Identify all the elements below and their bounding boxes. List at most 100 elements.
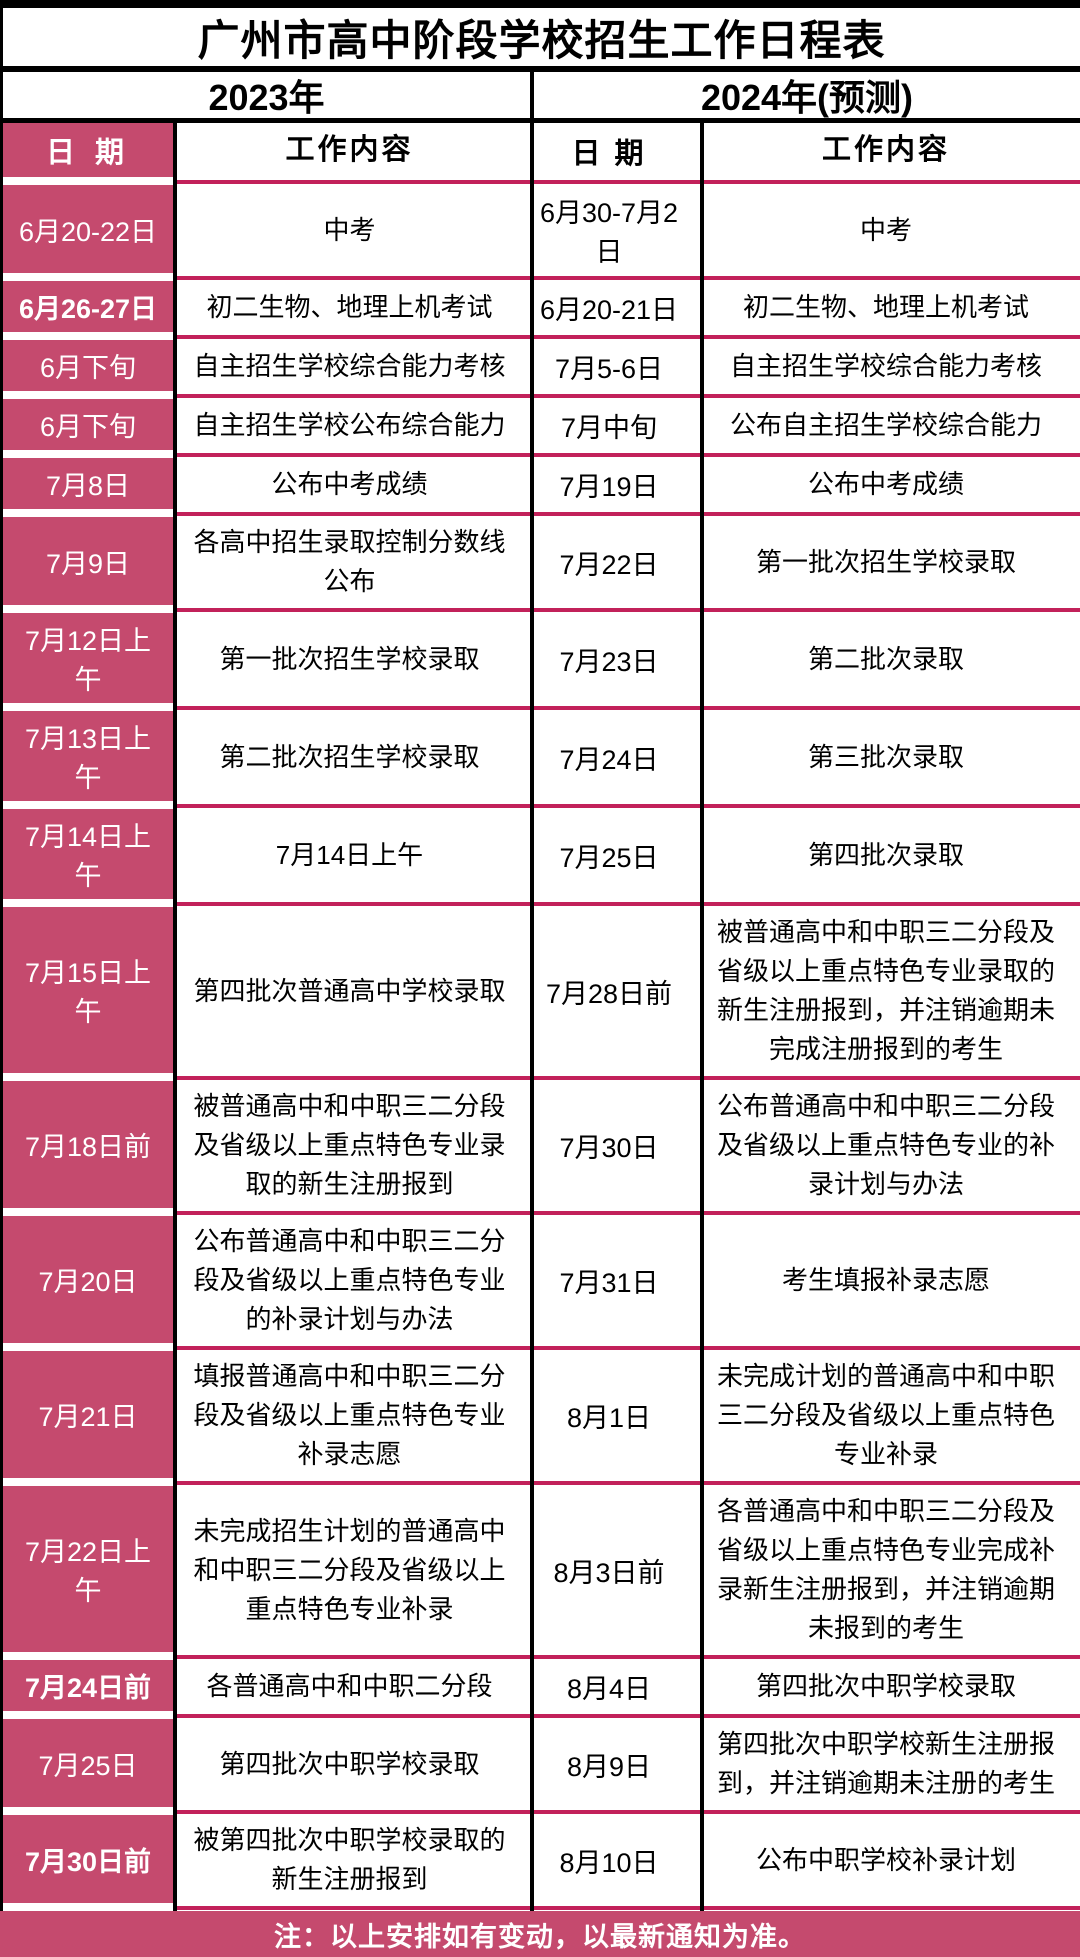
date-2024-cell: 8月9日: [566, 1751, 652, 1782]
work-2024-cell: 第四批次中职学校录取: [755, 1671, 1016, 1701]
date-2023-cell: 7月20日: [3, 1216, 173, 1351]
work-2023-cell: 填报普通高中和中职三二分段及省级以上重点特色专业补录志愿: [193, 1361, 506, 1469]
date-2024-cell: 7月19日: [559, 472, 659, 502]
footer-note-bar: 注：以上安排如有变动，以最新通知为准。: [0, 1911, 1080, 1957]
divider-under-years: [3, 118, 1080, 123]
work-2024-cell: 自主招生学校综合能力考核: [729, 351, 1042, 381]
date-2023-cell: 7月25日: [3, 1719, 173, 1815]
work-2024-cell: 公布自主招生学校综合能力: [729, 410, 1042, 440]
date-2023-cell: 6月26-27日: [3, 281, 173, 340]
work-2024-cell: 第二批次录取: [807, 643, 964, 674]
work-2024-cell: 公布中考成绩: [807, 469, 964, 499]
work-2024-cell: 公布普通高中和中职三二分段及省级以上重点特色专业的补录计划与办法: [716, 1091, 1055, 1199]
date-2024-cell: 7月23日: [559, 646, 659, 677]
year-header-row: 2023年 2024年(预测): [3, 72, 1080, 118]
date-2023-cell: 7月18日前: [3, 1081, 173, 1216]
top-black-bar: [3, 0, 1080, 8]
year-2023-header: 2023年: [3, 72, 530, 118]
date-2023-cell: 7月8日: [3, 458, 173, 517]
table-row: 7月25日 第四批次中职学校录取 8月9日 第四批次中职学校新生注册报到，并注销…: [3, 1719, 1080, 1815]
work-2023-cell: 被第四批次中职学校录取的新生注册报到: [193, 1825, 506, 1894]
date-2024-cell: 8月4日: [566, 1674, 652, 1704]
work-2023-cell: 公布中考成绩: [271, 469, 428, 499]
work-2023-cell: 第四批次中职学校录取: [219, 1748, 480, 1779]
work-2023-cell: 各高中招生录取控制分数线公布: [193, 527, 506, 596]
year-2024-header: 2024年(预测): [534, 72, 1080, 118]
work-2024-cell: 第四批次录取: [807, 839, 964, 870]
divider-under-title: [3, 66, 1080, 72]
date-2024-cell: 6月20-21日: [539, 295, 679, 325]
table-row: 7月8日 公布中考成绩 7月19日 公布中考成绩: [3, 458, 1080, 517]
work-2023-cell: 第二批次招生学校录取: [219, 741, 480, 772]
date-2024-cell: 7月5-6日: [554, 354, 664, 384]
column-divider-1: [173, 123, 177, 1911]
work-2024-cell: 被普通高中和中职三二分段及省级以上重点特色专业录取的新生注册报到，并注销逾期未完…: [716, 917, 1055, 1064]
date-2023-cell: 7月9日: [3, 517, 173, 613]
work-2024-cell: 第一批次招生学校录取: [755, 546, 1016, 577]
col-header-date-2023: 日 期: [3, 123, 173, 185]
date-2023-cell: 7月14日上午: [3, 809, 173, 907]
date-2024-cell: 7月31日: [559, 1268, 659, 1298]
table-row: 6月26-27日 初二生物、地理上机考试 6月20-21日 初二生物、地理上机考…: [3, 281, 1080, 340]
work-2023-cell: 自主招生学校公布综合能力: [193, 410, 506, 440]
work-2024-cell: 各普通高中和中职三二分段及省级以上重点特色专业完成补录新生注册报到，并注销逾期未…: [716, 1496, 1055, 1643]
work-2023-cell: 第一批次招生学校录取: [219, 643, 480, 674]
work-2023-cell: 公布普通高中和中职三二分段及省级以上重点特色专业的补录计划与办法: [193, 1226, 506, 1334]
work-2023-cell: 各普通高中和中职二分段: [206, 1671, 493, 1701]
date-2024-cell: 7月中旬: [560, 413, 658, 443]
date-2024-cell: 8月1日: [566, 1403, 652, 1433]
table-header-row: 日 期 工作内容 日 期 工作内容: [3, 123, 1080, 185]
date-2023-cell: 7月22日上午: [3, 1486, 173, 1660]
table-row: 7月20日 公布普通高中和中职三二分段及省级以上重点特色专业的补录计划与办法 7…: [3, 1216, 1080, 1351]
date-2023-cell: 7月21日: [3, 1351, 173, 1486]
date-2023-cell: 6月下旬: [3, 399, 173, 458]
date-2024-cell: 7月24日: [559, 744, 659, 775]
col-header-work-2024: 工作内容: [821, 134, 950, 167]
table-row: 7月13日上午 第二批次招生学校录取 7月24日 第三批次录取: [3, 711, 1080, 809]
work-2024-cell: 未完成计划的普通高中和中职三二分段及省级以上重点特色专业补录: [716, 1361, 1055, 1469]
date-2024-cell: 7月22日: [559, 549, 659, 580]
table-row: 7月14日上午 7月14日上午 7月25日 第四批次录取: [3, 809, 1080, 907]
date-2024-cell: 8月10日: [559, 1847, 659, 1878]
date-2023-cell: 7月15日上午: [3, 907, 173, 1081]
date-2024-cell: 7月28日前: [545, 978, 673, 1009]
work-2024-cell: 公布中职学校补录计划: [755, 1844, 1016, 1875]
work-2023-cell: 初二生物、地理上机考试: [206, 292, 493, 322]
work-2024-cell: 第四批次中职学校新生注册报到，并注销逾期未注册的考生: [716, 1729, 1055, 1798]
footer-note: 注：以上安排如有变动，以最新通知为准。: [274, 1921, 806, 1952]
table-row: 7月24日前 各普通高中和中职二分段 8月4日 第四批次中职学校录取: [3, 1660, 1080, 1719]
schedule-table: 日 期 工作内容 日 期 工作内容 6月20-22日 中考 6月30-7月2日 …: [3, 123, 1080, 1911]
col-header-work-2023: 工作内容: [285, 134, 414, 167]
date-2023-cell: 7月13日上午: [3, 711, 173, 809]
work-2024-cell: 中考: [859, 214, 912, 245]
work-2023-cell: 中考: [323, 214, 376, 245]
column-divider-2: [530, 123, 534, 1911]
work-2023-cell: 第四批次普通高中学校录取: [193, 975, 506, 1006]
date-2023-cell: 6月下旬: [3, 340, 173, 399]
date-2023-cell: 6月20-22日: [3, 185, 173, 281]
table-row: 7月21日 填报普通高中和中职三二分段及省级以上重点特色专业补录志愿 8月1日 …: [3, 1351, 1080, 1486]
work-2023-cell: 7月14日上午: [275, 839, 424, 870]
table-row: 6月下旬 自主招生学校综合能力考核 7月5-6日 自主招生学校综合能力考核: [3, 340, 1080, 399]
title-band: 广州市高中阶段学校招生工作日程表: [3, 8, 1080, 66]
col-header-date-2024: 日 期: [571, 138, 647, 170]
table-row: 7月15日上午 第四批次普通高中学校录取 7月28日前 被普通高中和中职三二分段…: [3, 907, 1080, 1081]
date-2024-cell: 8月3日前: [553, 1557, 665, 1588]
date-2024-cell: 7月30日: [559, 1133, 659, 1163]
work-2024-cell: 初二生物、地理上机考试: [742, 292, 1029, 322]
work-2024-cell: 考生填报补录志愿: [781, 1265, 990, 1295]
work-2023-cell: 未完成招生计划的普通高中和中职三二分段及省级以上重点特色专业补录: [193, 1515, 506, 1624]
table-row: 7月18日前 被普通高中和中职三二分段及省级以上重点特色专业录取的新生注册报到 …: [3, 1081, 1080, 1216]
date-2024-cell: 7月25日: [559, 842, 659, 873]
work-2023-cell: 被普通高中和中职三二分段及省级以上重点特色专业录取的新生注册报到: [193, 1091, 506, 1199]
table-row: 7月9日 各高中招生录取控制分数线公布 7月22日 第一批次招生学校录取: [3, 517, 1080, 613]
table-row: 7月30日前 被第四批次中职学校录取的新生注册报到 8月10日 公布中职学校补录…: [3, 1815, 1080, 1911]
page-title: 广州市高中阶段学校招生工作日程表: [197, 16, 886, 64]
column-divider-3: [700, 123, 704, 1911]
work-2024-cell: 第三批次录取: [807, 741, 964, 772]
table-row: 6月20-22日 中考 6月30-7月2日 中考: [3, 185, 1080, 281]
year-divider: [530, 72, 534, 118]
date-2023-cell: 7月24日前: [3, 1660, 173, 1719]
table-row: 7月12日上午 第一批次招生学校录取 7月23日 第二批次录取: [3, 613, 1080, 711]
